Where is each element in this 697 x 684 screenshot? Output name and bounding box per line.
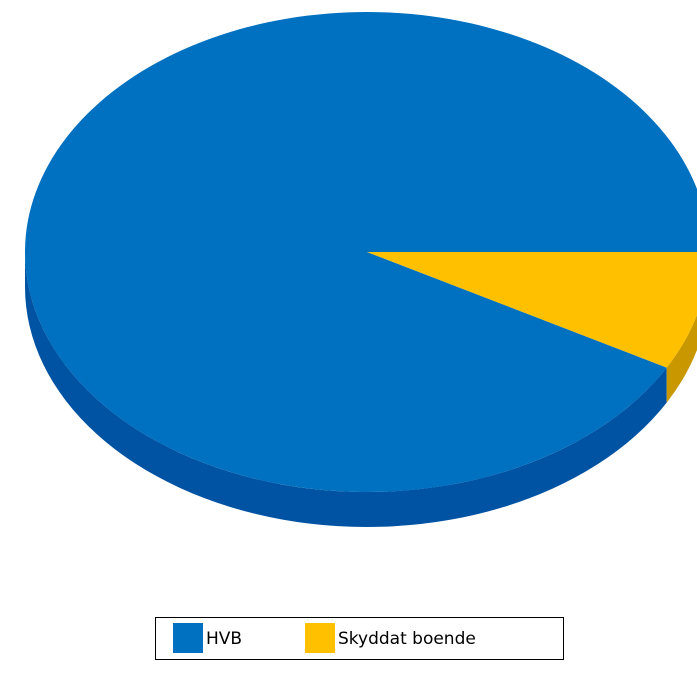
legend-label: Skyddat boende bbox=[338, 629, 476, 649]
legend-box bbox=[155, 617, 564, 660]
pie-slice bbox=[25, 12, 697, 492]
pie-side bbox=[25, 252, 667, 528]
legend-swatch bbox=[173, 623, 203, 653]
legend: HVB Skyddat boende bbox=[173, 623, 476, 653]
pie bbox=[25, 12, 697, 528]
legend-label: HVB bbox=[206, 629, 242, 649]
pie-slice bbox=[367, 252, 697, 368]
legend-swatch bbox=[305, 623, 335, 653]
pie-side bbox=[666, 314, 697, 403]
